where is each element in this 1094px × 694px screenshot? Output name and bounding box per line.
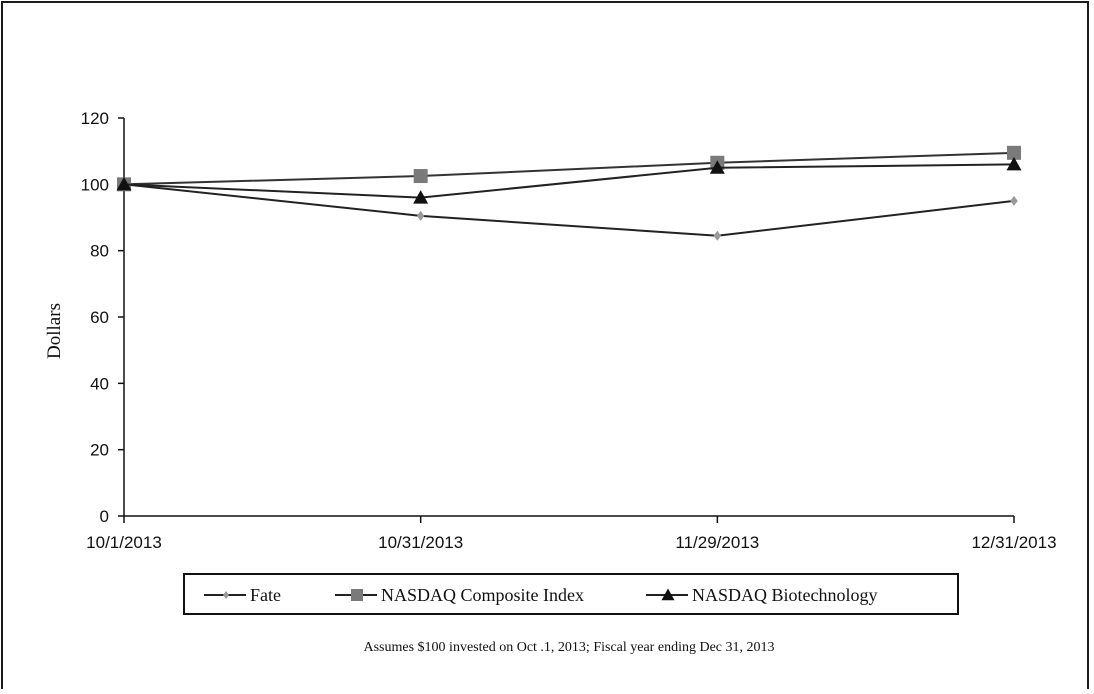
y-tick-label: 80 [90,242,109,261]
x-tick-label: 12/31/2013 [971,533,1056,552]
diamond-marker [223,591,229,599]
series-line [123,151,1015,186]
series-nasdaq-composite-index [117,145,1021,192]
triangle-marker [661,588,675,601]
series-fate [120,179,1018,241]
y-tick-label: 20 [90,441,109,460]
diamond-marker [416,210,425,221]
diamond-marker [713,230,722,241]
y-tick-label: 100 [81,175,109,194]
legend-label: NASDAQ Composite Index [381,585,584,605]
y-tick-label: 40 [90,374,109,393]
y-axis-label: Dollars [44,303,65,359]
x-tick-label: 10/31/2013 [378,533,463,552]
y-tick-label: 60 [90,308,109,327]
legend-box [183,573,959,615]
series-line [123,163,1015,199]
triangle-marker [413,190,429,204]
legend-item: Fate [204,585,281,605]
chart-series [116,145,1022,241]
legend-item: NASDAQ Biotechnology [646,585,878,605]
chart-legend: Fate NASDAQ Composite Index NASDAQ Biotech… [183,573,959,615]
triangle-marker [116,176,132,191]
series-line [123,183,1015,237]
legend-label: Fate [250,585,281,605]
square-marker [351,589,363,601]
square-marker [1007,145,1021,160]
y-axis-ticks: 0 20 40 60 80 100 120 [81,109,124,526]
x-tick-label: 11/29/2013 [675,533,759,552]
x-axis-ticks: 10/1/2013 10/31/2013 11/29/2013 12/31/2013 [86,516,1057,552]
y-tick-label: 0 [100,507,109,526]
triangle-marker [709,160,725,174]
legend-label: NASDAQ Biotechnology [692,585,878,605]
chart-axes [123,118,1014,517]
chart-footnote: Assumes $100 invested on Oct .1, 2013; F… [364,640,775,655]
square-marker [413,169,428,184]
y-tick-label: 120 [81,109,109,128]
x-tick-label: 10/1/2013 [86,533,162,552]
diamond-marker [1010,195,1018,206]
triangle-marker [1006,156,1022,171]
legend-item: NASDAQ Composite Index [335,585,584,605]
series-nasdaq-biotechnology [116,156,1022,204]
